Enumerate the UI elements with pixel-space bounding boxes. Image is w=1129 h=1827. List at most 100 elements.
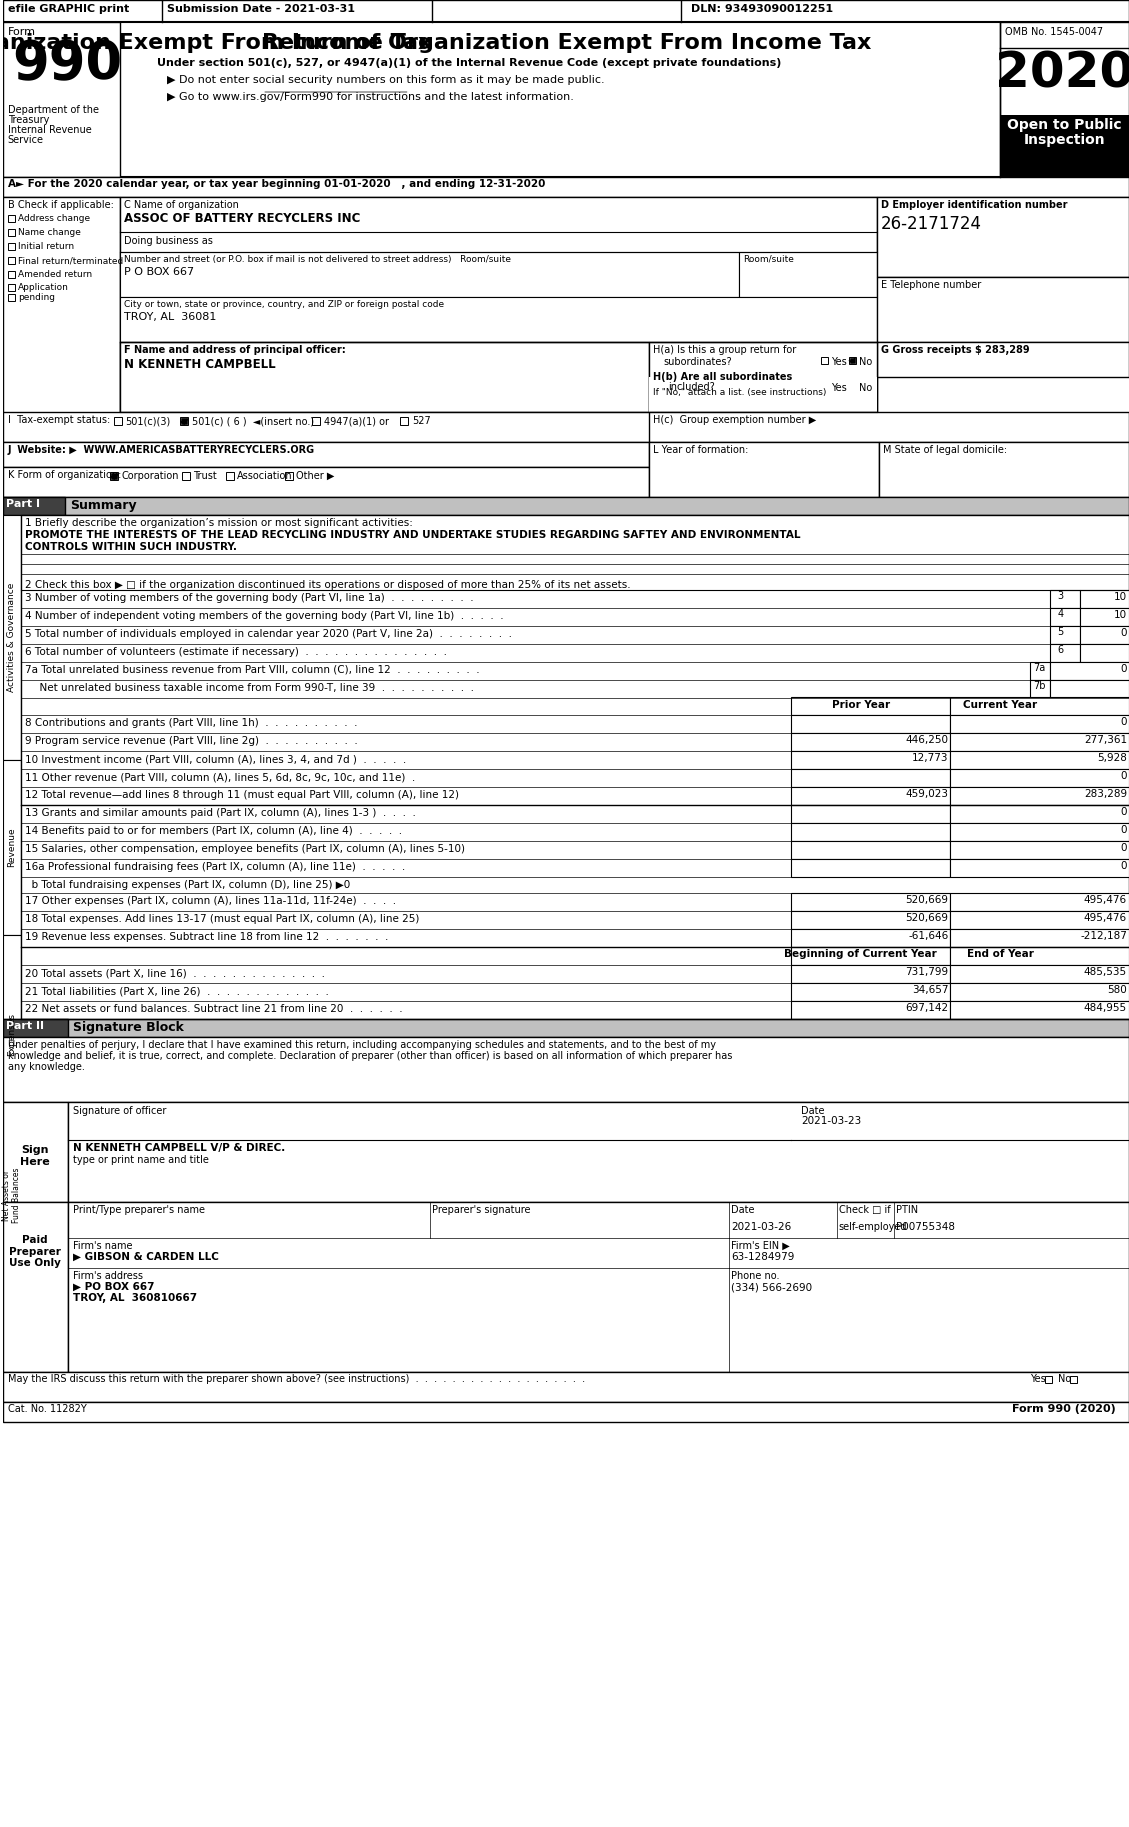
- Bar: [951, 696, 1129, 714]
- Bar: [2, 468, 649, 497]
- Text: 4: 4: [1057, 608, 1064, 619]
- Bar: [111, 471, 119, 481]
- Text: 11 Other revenue (Part VIII, column (A), lines 5, 6d, 8c, 9c, 10c, and 11e)  .: 11 Other revenue (Part VIII, column (A),…: [25, 773, 415, 782]
- Text: ▶ Go to www.irs.gov/Form990 for instructions and the latest information.: ▶ Go to www.irs.gov/Form990 for instruct…: [167, 91, 575, 102]
- Bar: [951, 840, 1129, 859]
- Text: 0: 0: [1120, 826, 1127, 835]
- Bar: [2, 1019, 68, 1038]
- Text: May the IRS discuss this return with the preparer shown above? (see instructions: May the IRS discuss this return with the…: [8, 1374, 585, 1385]
- Text: K Form of organization:: K Form of organization:: [8, 470, 121, 481]
- Text: 1 Briefly describe the organization’s mission or most significant activities:: 1 Briefly describe the organization’s mi…: [25, 519, 412, 528]
- Text: Form 990 (2020): Form 990 (2020): [1013, 1403, 1117, 1414]
- Text: C Name of organization: C Name of organization: [124, 199, 239, 210]
- Bar: [8, 228, 15, 236]
- Bar: [1080, 627, 1129, 643]
- Bar: [649, 342, 876, 413]
- Bar: [951, 787, 1129, 806]
- Text: 0: 0: [1120, 808, 1127, 817]
- Bar: [2, 497, 1129, 515]
- Bar: [121, 342, 649, 413]
- Bar: [790, 840, 951, 859]
- Text: No: No: [859, 384, 872, 393]
- Bar: [1070, 1376, 1077, 1383]
- Text: Date: Date: [730, 1206, 754, 1215]
- Text: Return of Organization Exempt From Income Tax: Return of Organization Exempt From Incom…: [0, 33, 432, 53]
- Bar: [951, 733, 1129, 751]
- Text: 7a Total unrelated business revenue from Part VIII, column (C), line 12  .  .  .: 7a Total unrelated business revenue from…: [25, 665, 480, 674]
- Bar: [112, 473, 117, 479]
- Bar: [1080, 590, 1129, 608]
- Text: 6: 6: [1057, 645, 1064, 656]
- Text: Paid
Preparer
Use Only: Paid Preparer Use Only: [9, 1235, 61, 1268]
- Text: ASSOC OF BATTERY RECYCLERS INC: ASSOC OF BATTERY RECYCLERS INC: [124, 212, 361, 225]
- Text: 63-1284979: 63-1284979: [730, 1251, 795, 1262]
- Bar: [2, 1202, 68, 1372]
- Text: 12,773: 12,773: [912, 753, 948, 764]
- Text: included?: included?: [668, 382, 715, 393]
- Text: pending: pending: [18, 292, 54, 301]
- Bar: [1080, 643, 1129, 661]
- Text: P00755348: P00755348: [895, 1222, 954, 1231]
- Bar: [951, 983, 1129, 1001]
- Bar: [951, 822, 1129, 840]
- Text: ▶ Do not enter social security numbers on this form as it may be made public.: ▶ Do not enter social security numbers o…: [167, 75, 605, 86]
- Bar: [1050, 680, 1129, 698]
- Bar: [790, 946, 951, 965]
- Text: self-employed: self-employed: [839, 1222, 908, 1231]
- Bar: [1031, 680, 1050, 698]
- Text: 13 Grants and similar amounts paid (Part IX, column (A), lines 1-3 )  .  .  .  .: 13 Grants and similar amounts paid (Part…: [25, 808, 415, 818]
- Bar: [1000, 22, 1129, 177]
- Bar: [2, 1372, 1129, 1401]
- Text: 501(c) ( 6 )  ◄(insert no.): 501(c) ( 6 ) ◄(insert no.): [192, 417, 314, 426]
- Bar: [951, 965, 1129, 983]
- Bar: [649, 413, 1129, 442]
- Bar: [2, 0, 1129, 22]
- Text: 9 Program service revenue (Part VIII, line 2g)  .  .  .  .  .  .  .  .  .  .: 9 Program service revenue (Part VIII, li…: [25, 736, 358, 745]
- Bar: [790, 751, 951, 769]
- Bar: [878, 442, 1129, 497]
- Bar: [739, 252, 876, 298]
- Text: Firm's EIN ▶: Firm's EIN ▶: [730, 1241, 789, 1251]
- Text: H(c)  Group exemption number ▶: H(c) Group exemption number ▶: [654, 415, 816, 426]
- Bar: [850, 358, 855, 362]
- Bar: [2, 177, 1129, 197]
- Text: City or town, state or province, country, and ZIP or foreign postal code: City or town, state or province, country…: [124, 300, 445, 309]
- Text: Address change: Address change: [18, 214, 90, 223]
- Text: Phone no.: Phone no.: [730, 1272, 779, 1281]
- Text: Sign
Here: Sign Here: [20, 1146, 50, 1167]
- Text: Yes: Yes: [1031, 1374, 1045, 1385]
- Bar: [1050, 661, 1129, 680]
- Text: Cat. No. 11282Y: Cat. No. 11282Y: [8, 1403, 87, 1414]
- Bar: [8, 243, 15, 250]
- Text: Prior Year: Prior Year: [832, 700, 890, 711]
- Bar: [2, 497, 64, 515]
- Bar: [2, 1401, 1129, 1421]
- Bar: [1080, 608, 1129, 627]
- Bar: [181, 417, 189, 426]
- Bar: [951, 1001, 1129, 1019]
- Bar: [182, 471, 191, 481]
- Text: Name change: Name change: [18, 228, 80, 238]
- Bar: [951, 714, 1129, 733]
- Text: 21 Total liabilities (Part X, line 26)  .  .  .  .  .  .  .  .  .  .  .  .  .: 21 Total liabilities (Part X, line 26) .…: [25, 987, 329, 996]
- Text: No: No: [859, 356, 872, 367]
- Text: -61,646: -61,646: [908, 932, 948, 941]
- Bar: [951, 912, 1129, 928]
- Text: L Year of formation:: L Year of formation:: [654, 446, 749, 455]
- Bar: [1000, 115, 1129, 177]
- Bar: [951, 893, 1129, 912]
- Text: 15 Salaries, other compensation, employee benefits (Part IX, column (A), lines 5: 15 Salaries, other compensation, employe…: [25, 844, 465, 853]
- Bar: [2, 22, 1129, 177]
- Text: subordinates?: subordinates?: [663, 356, 732, 367]
- Text: 26-2171724: 26-2171724: [881, 216, 981, 234]
- Text: type or print name and title: type or print name and title: [72, 1155, 209, 1166]
- Text: Final return/terminated: Final return/terminated: [18, 256, 123, 265]
- Text: 7b: 7b: [1033, 681, 1045, 691]
- Text: Date: Date: [800, 1105, 824, 1116]
- Bar: [849, 356, 856, 364]
- Text: 7a: 7a: [1033, 663, 1045, 672]
- Text: 17 Other expenses (Part IX, column (A), lines 11a-11d, 11f-24e)  .  .  .  .: 17 Other expenses (Part IX, column (A), …: [25, 895, 396, 906]
- Text: 0: 0: [1120, 861, 1127, 871]
- Text: N KENNETH CAMPBELL: N KENNETH CAMPBELL: [124, 358, 277, 371]
- Text: B Check if applicable:: B Check if applicable:: [8, 199, 114, 210]
